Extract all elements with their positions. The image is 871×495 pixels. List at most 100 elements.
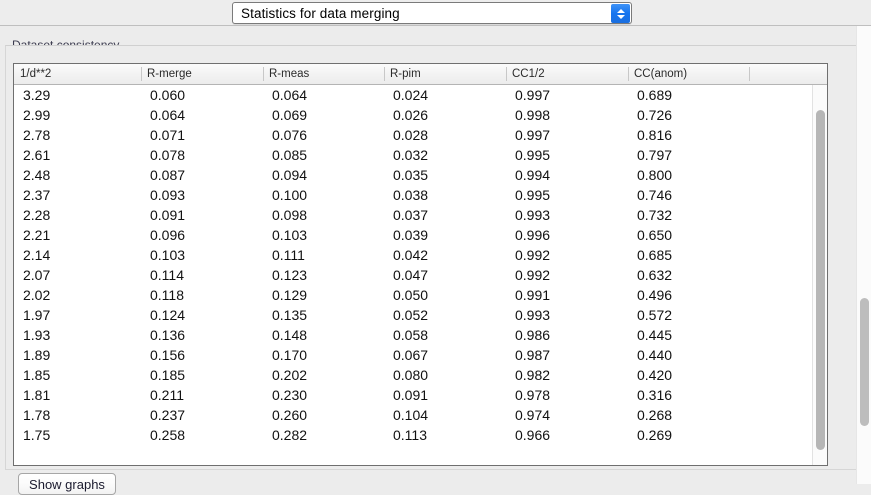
table-cell: 0.071	[150, 127, 186, 143]
table-cell: 0.282	[272, 427, 308, 443]
table-row[interactable]: 2.99 0.064 0.069 0.026 0.998 0.726	[14, 105, 827, 125]
table-cell: 0.316	[637, 387, 673, 403]
table-cell: 0.064	[150, 107, 186, 123]
column-header-ccanom[interactable]: CC(anom)	[628, 64, 749, 84]
table-cell: 0.995	[515, 147, 551, 163]
table-row[interactable]: 3.29 0.060 0.064 0.024 0.997 0.689	[14, 85, 827, 105]
table-cell: 0.123	[272, 267, 308, 283]
chevron-up-glyph	[616, 8, 625, 13]
table-cell: 0.047	[393, 267, 429, 283]
table-cell: 0.156	[150, 347, 186, 363]
table-cell: 0.035	[393, 167, 429, 183]
table-cell: 0.230	[272, 387, 308, 403]
table-cell: 0.135	[272, 307, 308, 323]
table-cell: 0.572	[637, 307, 673, 323]
table-cell: 0.080	[393, 367, 429, 383]
table-cell: 0.732	[637, 207, 673, 223]
table-cell	[749, 225, 815, 245]
table-cell: 2.78	[23, 127, 51, 143]
column-header-empty[interactable]	[749, 64, 815, 84]
table-cell: 2.14	[23, 247, 51, 263]
table-cell: 0.816	[637, 127, 673, 143]
table-row[interactable]: 2.21 0.096 0.103 0.039 0.996 0.650	[14, 225, 827, 245]
table-cell: 1.81	[23, 387, 51, 403]
table-cell	[749, 365, 815, 385]
table-cell: 0.052	[393, 307, 429, 323]
show-graphs-button[interactable]: Show graphs	[18, 473, 116, 495]
table-cell: 0.995	[515, 187, 551, 203]
table-row[interactable]: 1.97 0.124 0.135 0.052 0.993 0.572	[14, 305, 827, 325]
table-cell	[749, 405, 815, 425]
table-cell: 0.202	[272, 367, 308, 383]
table-cell: 0.987	[515, 347, 551, 363]
table-row[interactable]: 1.93 0.136 0.148 0.058 0.986 0.445	[14, 325, 827, 345]
column-header-cchalf[interactable]: CC1/2	[506, 64, 628, 84]
table-cell: 1.93	[23, 327, 51, 343]
table-cell: 0.114	[150, 267, 184, 283]
column-header-rpim[interactable]: R-pim	[384, 64, 506, 84]
table-cell	[749, 145, 815, 165]
table-row[interactable]: 1.89 0.156 0.170 0.067 0.987 0.440	[14, 345, 827, 365]
table-cell: 0.091	[393, 387, 429, 403]
statistics-view-selector[interactable]: Statistics for data merging	[232, 2, 632, 24]
table-cell	[749, 305, 815, 325]
table-cell: 0.104	[393, 407, 429, 423]
table-cell: 2.21	[23, 227, 51, 243]
table-cell: 0.103	[150, 247, 186, 263]
table-body: 3.29 0.060 0.064 0.024 0.997 0.689 2.99 0.064 0.…	[14, 85, 827, 465]
table-cell	[749, 265, 815, 285]
table-row[interactable]: 2.02 0.118 0.129 0.050 0.991 0.496	[14, 285, 827, 305]
table-header-row: 1/d**2 R-merge R-meas R-pim CC1/2 CC(ano…	[14, 64, 827, 85]
table-row[interactable]: 2.37 0.093 0.100 0.038 0.995 0.746	[14, 185, 827, 205]
table-cell: 2.99	[23, 107, 51, 123]
table-cell: 0.026	[393, 107, 429, 123]
table-row[interactable]: 2.78 0.071 0.076 0.028 0.997 0.816	[14, 125, 827, 145]
table-row[interactable]: 2.07 0.114 0.123 0.047 0.992 0.632	[14, 265, 827, 285]
table-cell: 0.992	[515, 267, 551, 283]
table-row[interactable]: 2.14 0.103 0.111 0.042 0.992 0.685	[14, 245, 827, 265]
page-vertical-scrollbar[interactable]	[856, 26, 871, 484]
popup-menu[interactable]: Statistics for data merging	[232, 2, 632, 24]
column-header-rmerge[interactable]: R-merge	[141, 64, 263, 84]
table-cell: 1.89	[23, 347, 51, 363]
table-cell	[749, 385, 815, 405]
table-cell	[749, 125, 815, 145]
table-cell: 0.726	[637, 107, 673, 123]
up-down-chevron-icon[interactable]	[611, 4, 630, 23]
table-cell: 0.060	[150, 87, 186, 103]
table-cell: 3.29	[23, 87, 51, 103]
page-scrollbar-thumb[interactable]	[860, 298, 869, 426]
column-header-resolution[interactable]: 1/d**2	[20, 68, 52, 80]
table-row[interactable]: 2.48 0.087 0.094 0.035 0.994 0.800	[14, 165, 827, 185]
table-row[interactable]: 1.75 0.258 0.282 0.113 0.966 0.269	[14, 425, 827, 445]
table-row[interactable]: 1.85 0.185 0.202 0.080 0.982 0.420	[14, 365, 827, 385]
table-cell: 0.170	[272, 347, 308, 363]
table-row[interactable]: 1.81 0.211 0.230 0.091 0.978 0.316	[14, 385, 827, 405]
table-cell	[749, 325, 815, 345]
table-row[interactable]: 2.61 0.078 0.085 0.032 0.995 0.797	[14, 145, 827, 165]
table-cell: 0.986	[515, 327, 551, 343]
table-cell: 0.685	[637, 247, 673, 263]
table-cell	[749, 205, 815, 225]
table-cell: 0.058	[393, 327, 429, 343]
table-vertical-scrollbar[interactable]	[812, 85, 827, 465]
table-cell: 0.111	[272, 247, 305, 263]
table-cell: 0.496	[637, 287, 673, 303]
statistics-table: 1/d**2 R-merge R-meas R-pim CC1/2 CC(ano…	[13, 63, 828, 466]
column-header-rmeas[interactable]: R-meas	[263, 64, 384, 84]
table-cell	[749, 345, 815, 365]
table-cell: 0.974	[515, 407, 551, 423]
table-row[interactable]: 2.28 0.091 0.098 0.037 0.993 0.732	[14, 205, 827, 225]
table-cell: 0.269	[637, 427, 673, 443]
table-cell: 0.997	[515, 87, 551, 103]
table-cell: 0.050	[393, 287, 429, 303]
table-cell: 0.997	[515, 127, 551, 143]
table-cell: 0.445	[637, 327, 673, 343]
table-row[interactable]: 1.78 0.237 0.260 0.104 0.974 0.268	[14, 405, 827, 425]
table-cell: 0.689	[637, 87, 673, 103]
table-scrollbar-thumb[interactable]	[816, 110, 825, 450]
table-cell: 0.996	[515, 227, 551, 243]
table-cell: 0.998	[515, 107, 551, 123]
table-cell: 0.650	[637, 227, 673, 243]
